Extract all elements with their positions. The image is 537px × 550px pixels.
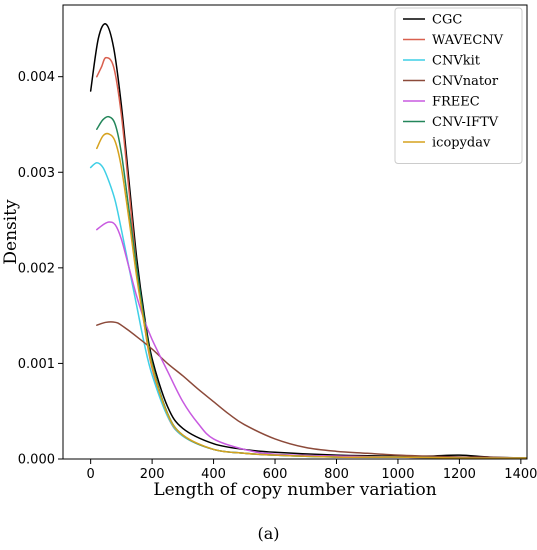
figure-caption: (a) bbox=[257, 524, 280, 543]
series-line-cnvkit bbox=[89, 161, 527, 459]
plot-area-frame bbox=[62, 4, 528, 460]
legend-label: WAVECNV bbox=[432, 33, 504, 48]
x-axis-title: Length of copy number variation bbox=[153, 480, 436, 500]
x-tick-label: 1400 bbox=[504, 467, 537, 482]
legend: CGC WAVECNV CNVkit CNVnator FREEC CNV-IFTV ico… bbox=[394, 7, 523, 164]
series-lines bbox=[89, 23, 527, 459]
y-tick-label: 0.001 bbox=[18, 357, 55, 372]
x-tick-label: 600 bbox=[263, 467, 288, 482]
legend-label: icopydav bbox=[432, 136, 491, 151]
x-tick-label: 400 bbox=[201, 467, 226, 482]
legend-label: CGC bbox=[432, 13, 462, 28]
legend-label: CNV-IFTV bbox=[432, 115, 499, 130]
legend-box bbox=[394, 7, 523, 164]
x-tick-label: 800 bbox=[324, 467, 349, 482]
y-tick-label: 0.002 bbox=[18, 261, 55, 276]
density-chart: 0 200 400 600 800 1000 1200 1400 0.000 0.001 0.002… bbox=[1, 4, 537, 500]
series-line-icopydav bbox=[96, 132, 527, 459]
x-tick-label: 1200 bbox=[443, 467, 476, 482]
series-line-freec bbox=[96, 221, 527, 459]
legend-label: CNVnator bbox=[432, 74, 499, 89]
legend-label: CNVkit bbox=[432, 54, 481, 69]
y-axis-title: Density bbox=[1, 199, 21, 265]
series-line-cnv-iftv bbox=[96, 115, 527, 459]
y-tick-label: 0.000 bbox=[18, 453, 55, 468]
legend-label: FREEC bbox=[432, 95, 480, 110]
y-tick-label: 0.004 bbox=[18, 70, 55, 85]
y-tick-label: 0.003 bbox=[18, 166, 55, 181]
axis-ticks: 0 200 400 600 800 1000 1200 1400 0.000 0.001 0.002… bbox=[18, 70, 537, 482]
x-tick-label: 1000 bbox=[381, 467, 414, 482]
x-tick-label: 200 bbox=[140, 467, 165, 482]
series-line-cnvnator bbox=[96, 321, 527, 459]
x-tick-label: 0 bbox=[87, 467, 95, 482]
